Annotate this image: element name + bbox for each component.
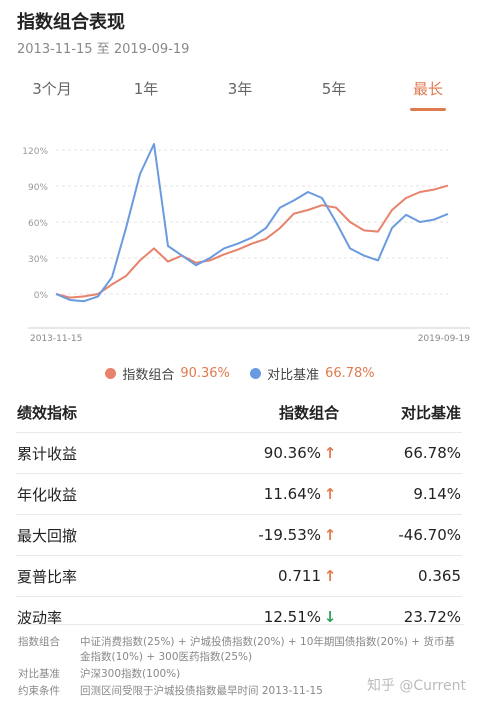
footnote-row: 对比基准 沪深300指数(100%) <box>18 667 458 682</box>
footnote-text: 沪深300指数(100%) <box>80 668 181 680</box>
table-row: 年化收益 11.64% ↑ 9.14% <box>16 473 462 515</box>
performance-line-chart: 120% 90% 60% 30% 0% 2013-11-15 2019-09-19 <box>22 143 471 344</box>
footnotes: 指数组合 中证消费指数(25%) + 沪城投债指数(20%) + 10年期国债指… <box>18 635 458 701</box>
legend-item-benchmark[interactable]: 对比基准 66.78% <box>250 364 375 383</box>
footnote-label: 对比基准 <box>18 668 60 680</box>
portfolio-dot-icon <box>105 368 117 379</box>
header-benchmark: 对比基准 <box>400 403 461 422</box>
tab-max[interactable]: 最长 <box>412 80 444 98</box>
divider <box>16 624 464 625</box>
period-tabs: 3个月 1年 3年 5年 最长 <box>0 78 480 114</box>
tab-1-year[interactable]: 1年 <box>133 80 159 98</box>
arrow-up-icon: ↑ <box>323 567 337 585</box>
tab-active-indicator <box>410 108 446 111</box>
header-metric: 绩效指标 <box>17 403 78 422</box>
legend-portfolio-value: 90.36% <box>180 366 230 381</box>
watermark: 知乎 @Current <box>366 678 466 694</box>
portfolio-value: 90.36% <box>263 444 321 462</box>
page-title: 指数组合表现 <box>17 12 125 33</box>
footnote-text: 中证消费指数(25%) + 沪城投债指数(20%) + 10年期国债指数(20%… <box>80 636 455 663</box>
footnote-label: 指数组合 <box>18 636 60 648</box>
x-start-label: 2013-11-15 <box>30 334 82 344</box>
arrow-up-icon: ↑ <box>323 444 337 462</box>
y-tick-label: 0% <box>34 291 49 301</box>
footnote-label: 约束条件 <box>18 685 60 697</box>
portfolio-value: -19.53% <box>258 526 321 544</box>
arrow-down-icon: ↓ <box>323 608 337 626</box>
tab-5-years[interactable]: 5年 <box>321 80 347 98</box>
header: 指数组合表现 2013-11-15 至 2019-09-19 <box>17 10 189 57</box>
footnote-row: 指数组合 中证消费指数(25%) + 沪城投债指数(20%) + 10年期国债指… <box>18 635 458 665</box>
y-tick-label: 120% <box>22 147 48 157</box>
footnote-text: 回测区间受限于沪城投债指数最早时间 2013-11-15 <box>80 685 323 697</box>
date-range: 2013-11-15 至 2019-09-19 <box>17 42 190 57</box>
y-tick-label: 90% <box>28 183 48 193</box>
table-row: 夏普比率 0.711 ↑ 0.365 <box>16 555 462 597</box>
arrow-up-icon: ↑ <box>323 485 337 503</box>
tab-3-months[interactable]: 3个月 <box>32 80 72 98</box>
y-tick-label: 30% <box>28 255 48 265</box>
benchmark-value: 66.78% <box>340 432 462 474</box>
header-portfolio: 指数组合 <box>278 403 339 422</box>
portfolio-value: 0.711 <box>278 567 321 585</box>
legend-benchmark-name: 对比基准 <box>267 368 320 383</box>
arrow-up-icon: ↑ <box>323 526 337 544</box>
table-row: 波动率 12.51% ↓ 23.72% <box>16 596 462 637</box>
row-label: 累计收益 <box>16 432 178 474</box>
table-row: 最大回撤 -19.53% ↑ -46.70% <box>16 514 462 556</box>
metrics-table: 绩效指标 指数组合 对比基准 累计收益 90.36% ↑ 66.78% 年化收益 … <box>16 392 462 637</box>
tab-3-years[interactable]: 3年 <box>227 80 253 98</box>
row-label: 最大回撤 <box>16 514 178 556</box>
row-label: 波动率 <box>16 596 178 637</box>
row-label: 年化收益 <box>16 473 178 515</box>
chart-legend: 指数组合 90.36% 对比基准 66.78% <box>0 364 480 383</box>
series-line-benchmark <box>55 143 449 303</box>
legend-item-portfolio[interactable]: 指数组合 90.36% <box>105 364 230 383</box>
portfolio-value: 12.51% <box>263 608 321 626</box>
row-label: 夏普比率 <box>16 555 178 597</box>
benchmark-value: 23.72% <box>340 596 462 637</box>
legend-portfolio-name: 指数组合 <box>122 368 175 383</box>
benchmark-value: 9.14% <box>340 473 462 515</box>
benchmark-value: -46.70% <box>340 514 462 556</box>
footnote-row: 约束条件 回测区间受限于沪城投债指数最早时间 2013-11-15 <box>18 684 458 699</box>
benchmark-value: 0.365 <box>340 555 462 597</box>
legend-benchmark-value: 66.78% <box>325 366 375 381</box>
table-header-row: 绩效指标 指数组合 对比基准 <box>16 392 462 433</box>
table-row: 累计收益 90.36% ↑ 66.78% <box>16 432 462 474</box>
benchmark-dot-icon <box>250 368 262 379</box>
series-line-portfolio <box>55 184 449 299</box>
portfolio-value: 11.64% <box>263 485 321 503</box>
y-tick-label: 60% <box>28 219 48 229</box>
x-end-label: 2019-09-19 <box>418 334 471 344</box>
